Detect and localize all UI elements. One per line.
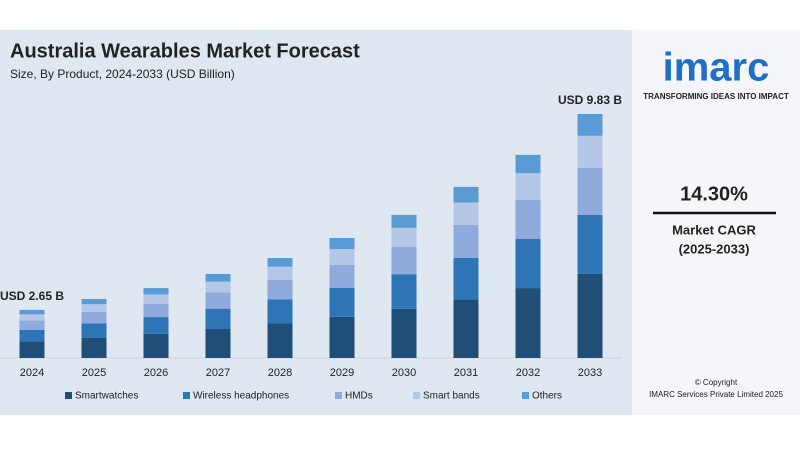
cagr-period: (2025-2033): [679, 241, 750, 256]
bar-segment: [391, 246, 417, 275]
bar-segment: [205, 308, 231, 329]
bar-segment: [329, 316, 355, 358]
owner: IMARC Services Private Limited 2025: [649, 390, 783, 399]
bar-segment: [267, 266, 293, 280]
bar-segment: [19, 341, 45, 358]
bar-segment: [577, 273, 603, 358]
bar-segment: [205, 273, 231, 282]
bar-segment: [577, 135, 603, 168]
bar-segment: [515, 199, 541, 239]
legend-label: Wireless headphones: [193, 391, 289, 402]
x-tick-label: 2024: [20, 367, 44, 379]
bar-segment: [81, 323, 107, 338]
logo: imarc: [663, 46, 770, 90]
x-tick-label: 2031: [454, 367, 478, 379]
bar-segment: [515, 238, 541, 289]
bar-segment: [19, 314, 45, 321]
x-tick-label: 2027: [206, 367, 230, 379]
chart-subtitle: Size, By Product, 2024-2033 (USD Billion…: [10, 67, 235, 81]
bar-segment: [391, 274, 417, 309]
bar-segment: [515, 173, 541, 200]
x-tick-label: 2028: [268, 367, 292, 379]
bar-segment: [515, 288, 541, 358]
bar-segment: [81, 311, 107, 324]
bar-segment: [577, 113, 603, 136]
bar-segment: [81, 337, 107, 358]
bar-segment: [267, 323, 293, 358]
chart-title: Australia Wearables Market Forecast: [10, 40, 360, 62]
x-tick-label: 2026: [144, 367, 168, 379]
cagr-label: Market CAGR: [672, 222, 756, 237]
bar-segment: [143, 317, 169, 334]
bar-segment: [267, 279, 293, 300]
bar-segment: [329, 287, 355, 317]
legend-swatch: [335, 392, 342, 399]
x-tick-label: 2029: [330, 367, 354, 379]
bar-segment: [453, 299, 479, 358]
copyright: © Copyright: [695, 378, 738, 387]
legend-swatch: [522, 392, 529, 399]
bar-segment: [267, 258, 293, 267]
bar-segment: [19, 320, 45, 330]
legend-swatch: [183, 392, 190, 399]
bar-segment: [205, 292, 231, 309]
legend-label: HMDs: [345, 391, 373, 402]
legend-swatch: [65, 392, 72, 399]
bar-segment: [143, 288, 169, 295]
bar-segment: [329, 264, 355, 288]
bar-segment: [205, 328, 231, 358]
bar-segment: [19, 309, 45, 315]
legend-label: Smartwatches: [75, 391, 138, 402]
bar-segment: [453, 186, 479, 203]
annotation: USD 9.83 B: [558, 93, 622, 107]
bar-segment: [267, 299, 293, 324]
bar-segment: [453, 224, 479, 258]
bar-segment: [577, 214, 603, 274]
bar-segment: [205, 281, 231, 293]
x-tick-label: 2033: [578, 367, 602, 379]
bar-segment: [143, 294, 169, 304]
legend-label: Others: [532, 391, 562, 402]
bar-segment: [391, 214, 417, 228]
bar-segment: [329, 237, 355, 250]
x-tick-label: 2030: [392, 367, 416, 379]
bar-segment: [453, 257, 479, 300]
x-tick-label: 2032: [516, 367, 540, 379]
bar-segment: [143, 303, 169, 318]
x-tick-label: 2025: [82, 367, 106, 379]
bar-segment: [453, 202, 479, 225]
bar-segment: [577, 167, 603, 215]
bar-segment: [329, 249, 355, 265]
side-panel: [632, 30, 800, 415]
legend-label: Smart bands: [423, 391, 480, 402]
bar-segment: [19, 329, 45, 342]
legend-swatch: [413, 392, 420, 399]
bar-segment: [81, 298, 107, 305]
tagline: TRANSFORMING IDEAS INTO IMPACT: [643, 92, 789, 101]
bar-segment: [143, 333, 169, 358]
annotation: USD 2.65 B: [0, 289, 64, 303]
bar-segment: [391, 308, 417, 358]
bar-segment: [515, 154, 541, 174]
bar-segment: [81, 304, 107, 312]
bar-segment: [391, 227, 417, 247]
cagr-value: 14.30%: [680, 183, 748, 205]
